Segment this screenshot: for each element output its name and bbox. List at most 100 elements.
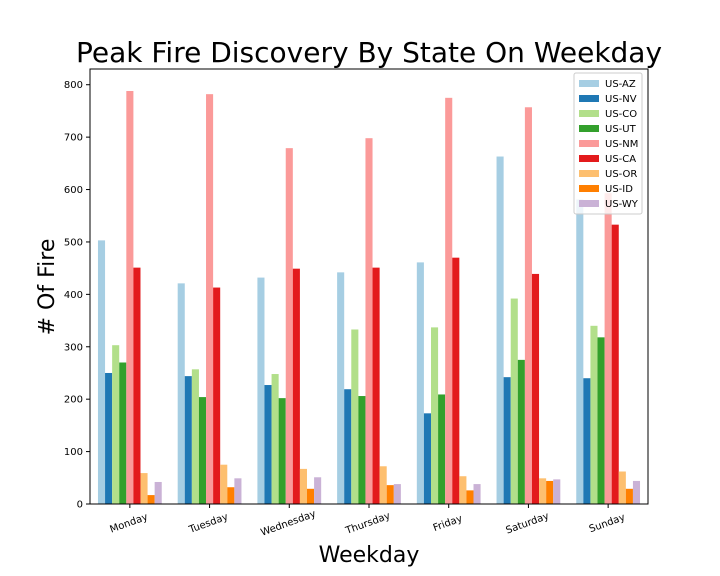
bar-us-co-tuesday <box>191 369 199 504</box>
bar-us-id-sunday <box>625 488 633 504</box>
legend-swatch <box>579 80 599 87</box>
x-tick-label: Monday <box>109 512 150 536</box>
bar-us-wy-wednesday <box>314 477 322 504</box>
bar-us-az-saturday <box>496 156 504 504</box>
bar-us-id-friday <box>466 490 474 504</box>
x-tick-label: Tuesday <box>187 511 230 536</box>
legend-label: US-NV <box>605 94 637 105</box>
bar-us-az-wednesday <box>257 277 265 504</box>
bar-us-co-monday <box>112 345 120 504</box>
legend-label: US-CO <box>605 109 637 120</box>
legend-item: US-CA <box>579 154 636 165</box>
bar-us-ca-saturday <box>531 273 540 504</box>
bar-us-nm-sunday <box>604 193 612 504</box>
legend-label: US-ID <box>605 184 633 195</box>
bar-us-wy-friday <box>473 484 481 504</box>
y-tick-label: 600 <box>64 185 83 196</box>
bar-us-wy-thursday <box>393 484 401 504</box>
bar-us-nm-friday <box>445 97 453 504</box>
legend-swatch <box>579 155 599 162</box>
bar-us-nv-saturday <box>503 377 511 504</box>
bar-us-or-wednesday <box>299 468 307 504</box>
bar-us-az-monday <box>97 240 106 504</box>
bar-us-nm-wednesday <box>285 148 293 504</box>
y-axis-label: # Of Fire <box>35 239 60 336</box>
legend-swatch <box>579 95 599 102</box>
bars-layer <box>97 91 641 505</box>
legend-item: US-UT <box>579 124 637 135</box>
bar-us-ca-thursday <box>372 267 380 504</box>
legend-item: US-WY <box>579 199 639 210</box>
bar-us-ut-friday <box>438 394 446 504</box>
bar-us-or-saturday <box>539 478 547 504</box>
bar-us-az-sunday <box>576 199 584 504</box>
bar-us-wy-monday <box>154 481 162 504</box>
bar-us-ca-wednesday <box>292 268 300 504</box>
bar-us-ca-sunday <box>611 224 619 505</box>
legend-item: US-CO <box>579 109 637 120</box>
bar-us-co-friday <box>431 327 439 504</box>
y-tick-label: 500 <box>64 237 83 248</box>
bar-us-ut-monday <box>119 362 127 504</box>
y-axis: 0 100 200 300 400 500 600 700 800 <box>64 80 90 511</box>
legend-swatch <box>579 170 599 177</box>
bar-us-id-thursday <box>386 485 394 504</box>
y-tick-label: 200 <box>64 395 83 406</box>
bar-us-ca-monday <box>133 267 141 504</box>
legend-item: US-AZ <box>579 79 636 90</box>
y-tick-label: 100 <box>64 447 83 458</box>
bar-us-nv-friday <box>423 413 431 504</box>
bar-us-nv-sunday <box>583 378 591 504</box>
bar-us-ca-friday <box>452 257 460 504</box>
x-tick-label: Saturday <box>505 511 551 537</box>
bar-us-ut-tuesday <box>198 397 207 504</box>
legend-label: US-AZ <box>605 79 636 90</box>
bar-us-nm-saturday <box>524 107 532 504</box>
bar-us-id-monday <box>147 495 155 504</box>
legend: US-AZ US-NV US-CO US-UT US-NM US-CA US-OR US-ID… <box>573 72 643 215</box>
bar-us-co-thursday <box>351 329 359 504</box>
bar-us-nv-monday <box>105 372 113 504</box>
y-tick-label: 300 <box>64 342 83 353</box>
bar-us-co-wednesday <box>271 374 279 504</box>
x-tick-label: Friday <box>432 513 464 534</box>
legend-item: US-NV <box>579 94 637 105</box>
bar-us-nv-wednesday <box>264 385 272 504</box>
bar-us-or-monday <box>140 473 148 504</box>
legend-label: US-CA <box>605 154 636 165</box>
bar-us-wy-saturday <box>553 479 561 504</box>
bar-us-or-thursday <box>379 466 387 504</box>
bar-us-wy-tuesday <box>234 478 242 504</box>
legend-item: US-OR <box>579 169 637 180</box>
bar-us-ut-sunday <box>597 337 605 504</box>
bar-us-ut-wednesday <box>278 398 286 504</box>
legend-item: US-NM <box>579 139 638 150</box>
legend-swatch <box>579 140 599 147</box>
bar-us-nm-tuesday <box>206 94 214 505</box>
legend-item: US-ID <box>579 184 633 195</box>
bar-us-id-wednesday <box>307 488 315 504</box>
bar-us-id-saturday <box>546 480 554 504</box>
y-tick-label: 0 <box>77 500 83 511</box>
legend-label: US-UT <box>605 124 637 135</box>
bar-us-az-friday <box>416 262 424 504</box>
bar-us-nv-tuesday <box>184 376 192 504</box>
bar-us-az-thursday <box>337 272 345 504</box>
x-tick-label: Thursday <box>343 511 391 538</box>
legend-swatch <box>579 110 599 117</box>
bar-us-az-tuesday <box>177 283 185 504</box>
bar-us-or-friday <box>459 476 467 504</box>
legend-swatch <box>579 125 599 132</box>
bar-us-or-tuesday <box>220 464 228 504</box>
legend-swatch <box>579 185 599 192</box>
bar-us-co-saturday <box>510 298 518 504</box>
x-tick-label: Wednesday <box>259 509 317 539</box>
bar-us-nm-thursday <box>365 138 373 504</box>
bar-us-wy-sunday <box>632 480 641 504</box>
legend-label: US-NM <box>605 139 638 150</box>
bar-us-nv-thursday <box>344 389 352 504</box>
y-tick-label: 800 <box>64 80 83 91</box>
legend-box <box>573 72 643 215</box>
legend-label: US-WY <box>605 199 639 210</box>
